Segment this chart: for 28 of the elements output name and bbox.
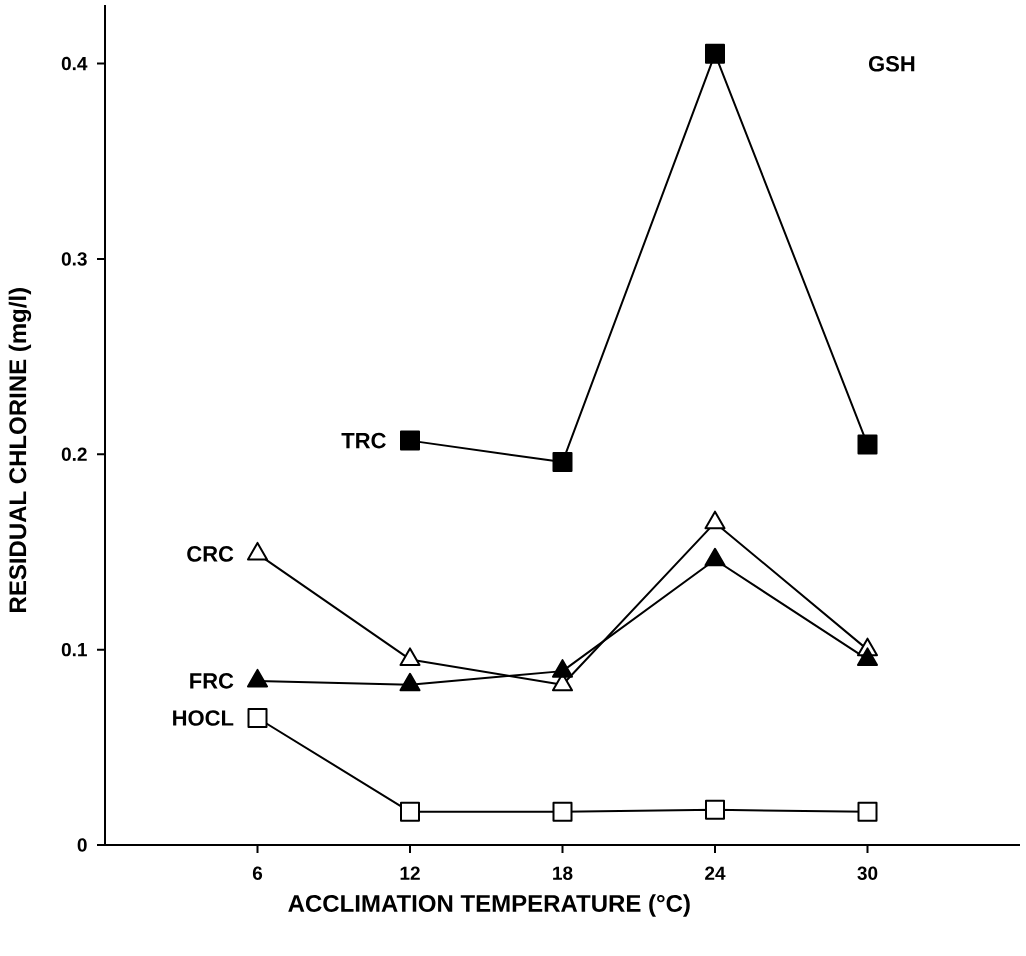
point bbox=[399, 672, 421, 692]
annotation: GSH bbox=[868, 56, 915, 72]
y-tick-label: 0.1 bbox=[61, 642, 87, 657]
series-label: CRC bbox=[187, 546, 234, 562]
x-tick-label: 12 bbox=[400, 866, 420, 880]
x-tick-label: 24 bbox=[705, 866, 726, 880]
point bbox=[705, 43, 725, 64]
y-tick-label: 0 bbox=[77, 838, 87, 852]
y-tick-label: 0.2 bbox=[61, 447, 87, 462]
point bbox=[704, 510, 726, 530]
x-tick-label: 6 bbox=[252, 866, 263, 880]
point bbox=[246, 541, 269, 561]
point bbox=[551, 659, 574, 678]
x-tick-label: 18 bbox=[553, 866, 573, 880]
point bbox=[246, 668, 269, 688]
point bbox=[704, 547, 726, 567]
y-tick-label: 0.3 bbox=[61, 252, 87, 266]
x-axis-title: ACCLIMATION TEMPERATURE (°C) bbox=[288, 894, 690, 917]
series-label: FRC bbox=[190, 673, 234, 689]
point bbox=[400, 430, 420, 451]
series-label: HOCL bbox=[173, 710, 234, 726]
x-tick-label: 30 bbox=[857, 866, 878, 881]
y-tick-label: 0.4 bbox=[61, 56, 88, 71]
point bbox=[856, 647, 879, 666]
series-label: TRC bbox=[341, 432, 386, 449]
point bbox=[399, 647, 421, 666]
point bbox=[857, 434, 878, 455]
y-axis-title: RESIDUAL CHLORINE (mg/l) bbox=[8, 288, 32, 612]
